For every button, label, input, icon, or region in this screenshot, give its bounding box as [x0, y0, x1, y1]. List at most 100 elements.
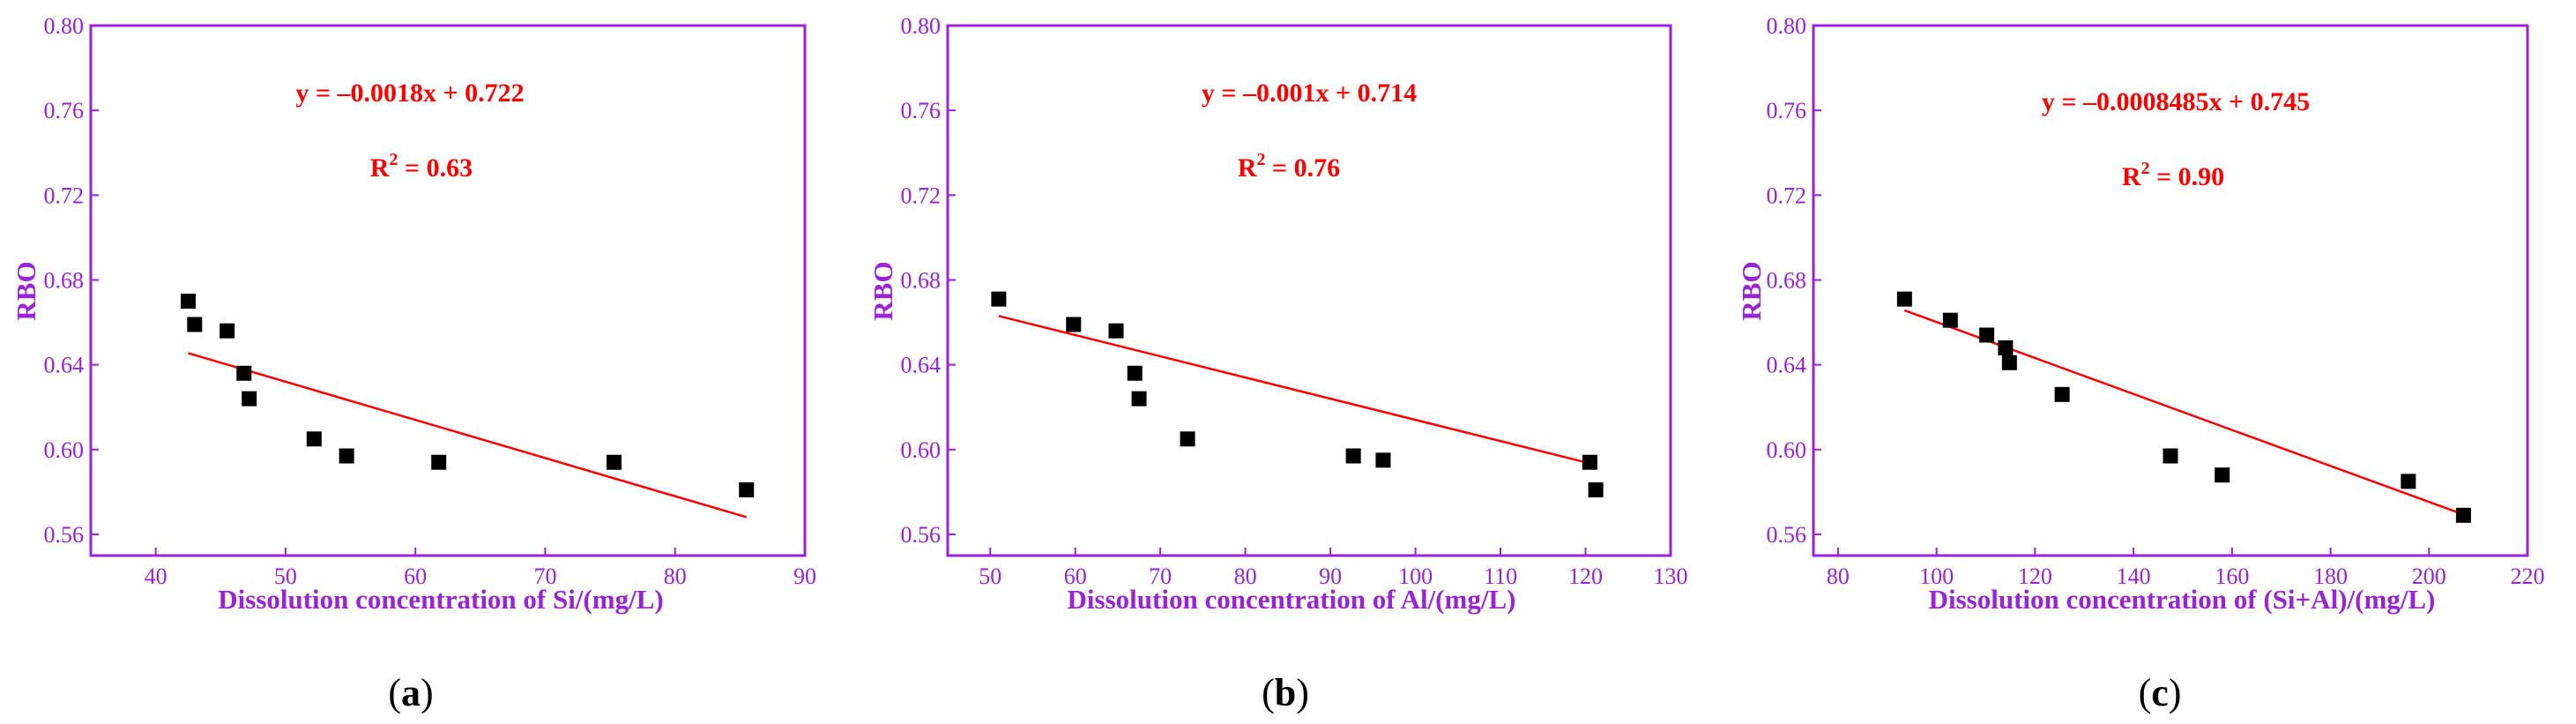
panel-b-fit-line: [998, 315, 1595, 466]
panel-c-label: (c): [2139, 671, 2182, 714]
panel-b-data-point-6: [1345, 448, 1361, 464]
panel-c-marks: 80 100 120 140 160 180 200 220 0.56 0.60 0.64 0.68 0…: [1767, 13, 2545, 589]
panel-c-equation: y = –0.0008485x + 0.745: [2042, 87, 2310, 116]
panel-c-x-axis-label: Dissolution concentration of (Si+Al)/(mg…: [1929, 584, 2436, 615]
panel-c-data-point-7: [2215, 467, 2230, 483]
panel-b-x-axis-label: Dissolution concentration of Al/(mg/L): [1068, 584, 1516, 615]
panel-a-data-point-8: [607, 454, 622, 470]
panel-b-x-tick-label-8: 130: [1654, 564, 1688, 589]
panel-c-fit-line: [1903, 309, 2464, 516]
panel-a-data-point-7: [431, 454, 447, 470]
panel-a-x-tick-label-5: 90: [793, 564, 816, 589]
panel-b-x-tick-label-0: 50: [979, 564, 1001, 589]
panel-c-data-point-4: [2001, 355, 2017, 370]
panel-b-y-tick-label-4: 0.72: [901, 183, 942, 208]
panel-b-y-tick-label-6: 0.80: [901, 13, 942, 39]
panel-c-data-point-5: [2054, 386, 2070, 402]
panel-c-y-tick-label-4: 0.72: [1767, 183, 1807, 208]
panel-a-y-tick-label-1: 0.60: [44, 437, 85, 463]
panel-c-data-point-3: [1998, 340, 2014, 355]
panel-b-equation: y = –0.001x + 0.714: [1202, 78, 1417, 108]
panel-b-x-tick-label-4: 90: [1319, 564, 1342, 589]
panel-b-y-tick-label-1: 0.60: [901, 437, 942, 463]
panel-a-x-tick-label-3: 70: [533, 564, 556, 589]
panel-b-data-point-5: [1180, 431, 1195, 447]
panel-c-data-point-8: [2401, 474, 2416, 489]
panel-a-plot-frame: [89, 24, 807, 557]
panel-c-y-tick-label-3: 0.68: [1767, 267, 1807, 293]
panel-b: 50 60 70 80 90 100 110 120 130 0.56 0.60 0.64 0.68 0.…: [867, 13, 1688, 714]
panel-a-marks: 40 50 60 70 80 90 0.56 0.60 0.64 0.68 0.72 0.76 0.80: [44, 13, 817, 589]
panel-a-x-tick-label-4: 80: [664, 564, 687, 589]
panel-a-r-squared: R2 = 0.63: [370, 150, 473, 183]
panel-b-marks: 50 60 70 80 90 100 110 120 130 0.56 0.60 0.64 0.68 0.…: [901, 13, 1688, 589]
panel-a-label: (a): [388, 671, 433, 714]
panel-a-y-axis-label: RBO: [11, 261, 41, 320]
panel-c-data-point-6: [2163, 448, 2178, 464]
panel-a-y-tick-label-5: 0.76: [44, 98, 85, 123]
panel-b-data-point-8: [1582, 454, 1597, 470]
panel-a-data-point-0: [180, 294, 196, 310]
panel-a-equation: y = –0.0018x + 0.722: [295, 78, 524, 108]
panel-a: 40 50 60 70 80 90 0.56 0.60 0.64 0.68 0.72 0.76 0.80…: [11, 13, 816, 714]
panel-b-r-squared: R2 = 0.76: [1238, 150, 1340, 183]
panel-c-data-point-0: [1896, 291, 1912, 307]
panel-c-y-tick-label-0: 0.56: [1767, 522, 1807, 548]
panel-a-data-point-9: [739, 481, 755, 497]
panel-a-data-point-1: [187, 317, 203, 332]
panel-b-data-point-2: [1108, 323, 1124, 339]
panel-b-data-point-3: [1127, 365, 1143, 381]
panel-c-y-axis-label: RBO: [1736, 261, 1767, 320]
panel-c-x-tick-label-3: 140: [2117, 564, 2151, 589]
panel-b-label: (b): [1262, 671, 1309, 714]
panel-b-y-axis-label: RBO: [867, 261, 898, 320]
panel-c-r-squared: R2 = 0.90: [2122, 159, 2224, 191]
panel-b-x-tick-label-2: 70: [1149, 564, 1172, 589]
panel-c-plot-frame: [1812, 24, 2529, 557]
panel-b-x-tick-label-1: 60: [1064, 564, 1087, 589]
panel-b-data-point-1: [1066, 317, 1082, 332]
panel-c-y-tick-label-1: 0.60: [1767, 437, 1807, 463]
panel-b-data-point-9: [1588, 481, 1604, 497]
panel-c-x-tick-label-7: 220: [2511, 564, 2545, 589]
panel-c-x-tick-label-2: 120: [2018, 564, 2052, 589]
panel-c-y-tick-label-5: 0.76: [1767, 98, 1807, 123]
panel-a-data-point-4: [242, 391, 257, 407]
panel-c-x-tick-label-6: 200: [2412, 564, 2446, 589]
panel-a-x-tick-label-2: 60: [404, 564, 427, 589]
panel-b-x-tick-label-5: 100: [1398, 564, 1433, 589]
panel-a-y-tick-label-4: 0.72: [44, 183, 85, 208]
panel-a-x-tick-label-0: 40: [145, 564, 168, 589]
panel-b-y-tick-label-0: 0.56: [901, 522, 942, 548]
panel-c-y-tick-label-2: 0.64: [1767, 353, 1807, 378]
panel-c-data-point-2: [1979, 327, 1995, 343]
panel-b-y-tick-label-3: 0.68: [901, 267, 942, 293]
panel-c-y-tick-label-6: 0.80: [1767, 13, 1807, 39]
panel-b-plot-frame: [946, 24, 1672, 557]
panel-a-y-tick-label-2: 0.64: [44, 353, 85, 378]
panel-c-data-point-9: [2455, 507, 2471, 523]
panel-b-x-tick-label-3: 80: [1234, 564, 1257, 589]
panel-a-y-tick-label-0: 0.56: [44, 522, 85, 548]
panel-a-y-tick-label-6: 0.80: [44, 13, 85, 39]
panel-c-data-point-1: [1942, 312, 1958, 328]
panel-b-data-point-4: [1131, 391, 1147, 407]
panel-b-y-tick-label-2: 0.64: [901, 353, 942, 378]
panel-c-x-tick-label-0: 80: [1827, 564, 1850, 589]
panel-b-data-point-0: [991, 291, 1007, 307]
panel-a-x-tick-label-1: 50: [274, 564, 297, 589]
panel-a-data-point-3: [236, 365, 252, 381]
panel-c-x-tick-label-4: 160: [2215, 564, 2249, 589]
panel-c-x-tick-label-5: 180: [2313, 564, 2348, 589]
panel-a-data-point-5: [306, 431, 322, 447]
panel-b-y-tick-label-5: 0.76: [901, 98, 942, 123]
panel-b-x-tick-label-6: 110: [1484, 564, 1517, 589]
panel-a-fit-line: [188, 352, 748, 519]
panel-a-data-point-2: [220, 323, 235, 339]
panel-a-x-axis-label: Dissolution concentration of Si/(mg/L): [218, 584, 663, 615]
panel-b-data-point-7: [1375, 452, 1391, 468]
panel-a-data-point-6: [339, 448, 354, 464]
panel-c-x-tick-label-1: 100: [1919, 564, 1954, 589]
panel-b-x-tick-label-7: 120: [1568, 564, 1603, 589]
